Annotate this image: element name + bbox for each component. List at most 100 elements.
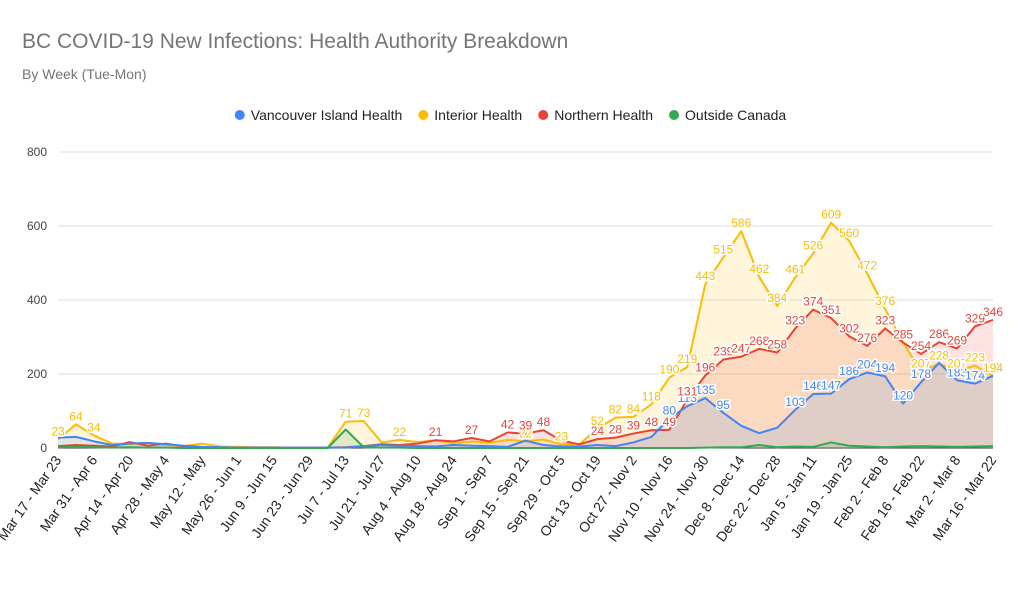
data-label-interior-health: 285	[893, 328, 913, 342]
data-label-interior-health: 194	[983, 361, 1003, 375]
data-label-interior-health: 118	[642, 389, 661, 403]
data-label-interior-health: 82	[609, 403, 623, 417]
data-label-vancouver-island-health: 146	[803, 379, 823, 393]
data-label-interior-health: 443	[695, 269, 715, 283]
data-label-northern-health: 351	[821, 303, 841, 317]
data-label-interior-health: 207	[911, 356, 931, 370]
data-label-northern-health: 21	[429, 425, 443, 439]
data-label-interior-health: 461	[785, 262, 805, 276]
data-label-vancouver-island-health: 135	[695, 383, 715, 397]
legend-swatch-interior-health	[418, 110, 429, 120]
data-label-northern-health: 258	[767, 338, 787, 352]
chart-title: BC COVID-19 New Infections: Health Autho…	[22, 30, 569, 53]
data-label-vancouver-island-health: 113	[678, 391, 697, 405]
y-tick-label: 800	[27, 145, 47, 159]
data-label-interior-health: 190	[659, 363, 679, 377]
series-areas	[58, 222, 993, 448]
data-label-northern-health: 285	[893, 328, 913, 342]
data-label-interior-health: 515	[713, 242, 733, 256]
data-label-northern-health: 39	[627, 419, 641, 433]
data-label-interior-health: 84	[627, 402, 641, 416]
data-label-interior-health: 73	[357, 406, 371, 420]
data-label-northern-health: 27	[465, 423, 479, 437]
legend-swatch-outside-canada	[669, 110, 680, 120]
data-label-vancouver-island-health: 230	[929, 348, 949, 362]
x-tick-label: Dec 22 - Dec 28	[713, 452, 784, 544]
legend-swatch-northern-health	[538, 110, 549, 120]
data-label-northern-health: 323	[785, 313, 805, 327]
data-label-interior-health: 609	[821, 208, 841, 222]
legend-label-interior-health: Interior Health	[434, 107, 522, 123]
data-label-interior-health: 526	[803, 238, 823, 252]
series-lines	[57, 221, 994, 449]
y-tick-label: 0	[40, 441, 47, 455]
data-label-interior-health: 219	[677, 352, 697, 366]
x-tick-label: Nov 24 - Nov 30	[641, 452, 712, 544]
gridlines: 0 200 400 600 800	[27, 145, 993, 455]
area-vancouver-island-health	[58, 362, 993, 448]
data-label-northern-health: 286	[929, 327, 949, 341]
data-label-northern-health: 374	[803, 295, 823, 309]
legend-label-northern-health: Northern Health	[554, 107, 653, 123]
x-tick-label: Nov 10 - Nov 16	[605, 452, 676, 544]
data-label-vancouver-island-health: 195	[983, 361, 1003, 375]
data-label-vancouver-island-health: 120	[893, 389, 913, 403]
data-label-northern-health: 49	[663, 415, 677, 429]
data-label-interior-health: 560	[839, 226, 859, 240]
data-label-northern-health: 239	[713, 345, 733, 359]
x-tick-label: Sep 15 - Sep 21	[461, 452, 532, 544]
series-line-outside-canada	[57, 428, 994, 449]
data-label-interior-health: 64	[69, 409, 83, 423]
area-northern-health	[58, 309, 993, 448]
data-label-northern-health: 24	[591, 424, 605, 438]
data-label-interior-health: 228	[929, 349, 949, 363]
data-label-vancouver-island-health: 174	[965, 369, 985, 383]
data-label-northern-health: 48	[537, 415, 551, 429]
chart-subtitle: By Week (Tue-Mon)	[22, 66, 147, 82]
data-label-interior-health: 71	[339, 407, 353, 421]
data-label-northern-health: 302	[839, 321, 859, 335]
data-label-northern-health: 276	[857, 331, 877, 345]
data-label-interior-health: 22	[393, 425, 407, 439]
data-label-interior-health: 23	[555, 429, 569, 443]
data-label-vancouver-island-health: 186	[839, 364, 859, 378]
data-label-vancouver-island-health: 147	[821, 379, 841, 393]
data-label-northern-health: 268	[749, 334, 769, 348]
data-label-northern-health: 329	[965, 311, 985, 325]
x-tick-label: Aug 18 - Aug 24	[389, 452, 460, 544]
data-label-interior-health: 207	[947, 356, 967, 370]
data-label-interior-health: 376	[875, 294, 895, 308]
data-label-interior-health: 52	[591, 414, 605, 428]
data-label-northern-health: 42	[501, 417, 515, 431]
data-label-interior-health: 22	[519, 426, 533, 440]
data-label-northern-health: 28	[609, 423, 623, 437]
data-label-northern-health: 346	[983, 305, 1003, 319]
data-label-interior-health: 586	[731, 216, 751, 230]
data-label-vancouver-island-health: 194	[875, 361, 895, 375]
data-label-interior-health: 223	[965, 350, 985, 364]
data-label-vancouver-island-health: 80	[663, 403, 677, 417]
y-tick-label: 400	[27, 293, 47, 307]
data-label-northern-health: 269	[947, 333, 967, 347]
data-label-vancouver-island-health: 95	[717, 398, 731, 412]
data-label-interior-health: 462	[749, 262, 769, 276]
data-label-northern-health: 247	[731, 342, 751, 356]
data-label-vancouver-island-health: 183	[947, 365, 967, 379]
y-tick-label: 600	[27, 219, 47, 233]
data-label-northern-health: 131	[677, 385, 697, 399]
data-label-interior-health: 384	[767, 291, 787, 305]
data-label-vancouver-island-health: 103	[785, 395, 805, 409]
data-label-vancouver-island-health: 204	[857, 358, 877, 372]
data-label-northern-health: 196	[695, 360, 715, 374]
data-label-interior-health: 34	[87, 420, 101, 434]
data-label-interior-health: 23	[51, 424, 65, 438]
y-tick-label: 200	[27, 367, 47, 381]
legend-label-vancouver-island-health: Vancouver Island Health	[251, 107, 403, 123]
data-label-northern-health: 323	[875, 313, 895, 327]
data-label-vancouver-island-health: 178	[911, 367, 931, 381]
data-label-interior-health: 472	[857, 258, 877, 272]
area-interior-health	[58, 222, 993, 448]
